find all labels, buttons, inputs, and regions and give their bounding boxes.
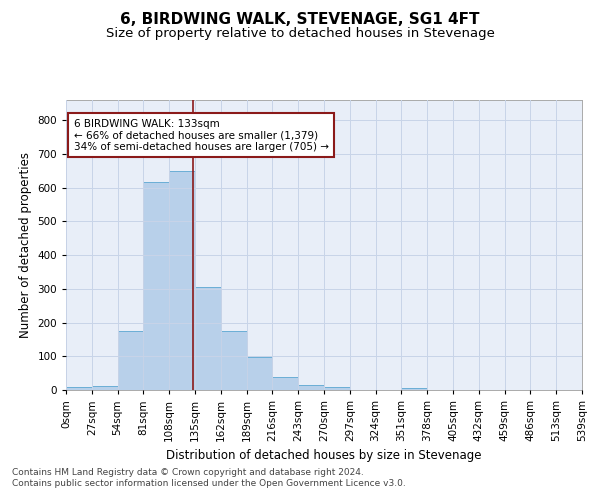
Text: 6 BIRDWING WALK: 133sqm
← 66% of detached houses are smaller (1,379)
34% of semi: 6 BIRDWING WALK: 133sqm ← 66% of detache… bbox=[74, 118, 329, 152]
Bar bbox=[247, 358, 272, 390]
Bar bbox=[298, 385, 324, 390]
Text: Contains HM Land Registry data © Crown copyright and database right 2024.
Contai: Contains HM Land Registry data © Crown c… bbox=[12, 468, 406, 487]
Text: Size of property relative to detached houses in Stevenage: Size of property relative to detached ho… bbox=[106, 28, 494, 40]
X-axis label: Distribution of detached houses by size in Stevenage: Distribution of detached houses by size … bbox=[166, 450, 482, 462]
Bar bbox=[92, 386, 118, 390]
Y-axis label: Number of detached properties: Number of detached properties bbox=[19, 152, 32, 338]
Bar bbox=[324, 386, 350, 390]
Bar bbox=[169, 171, 195, 390]
Text: 6, BIRDWING WALK, STEVENAGE, SG1 4FT: 6, BIRDWING WALK, STEVENAGE, SG1 4FT bbox=[120, 12, 480, 28]
Bar bbox=[143, 182, 169, 390]
Bar bbox=[118, 331, 143, 390]
Bar bbox=[401, 388, 427, 390]
Bar bbox=[221, 331, 247, 390]
Bar bbox=[66, 388, 92, 390]
Bar bbox=[272, 377, 298, 390]
Bar bbox=[195, 287, 221, 390]
